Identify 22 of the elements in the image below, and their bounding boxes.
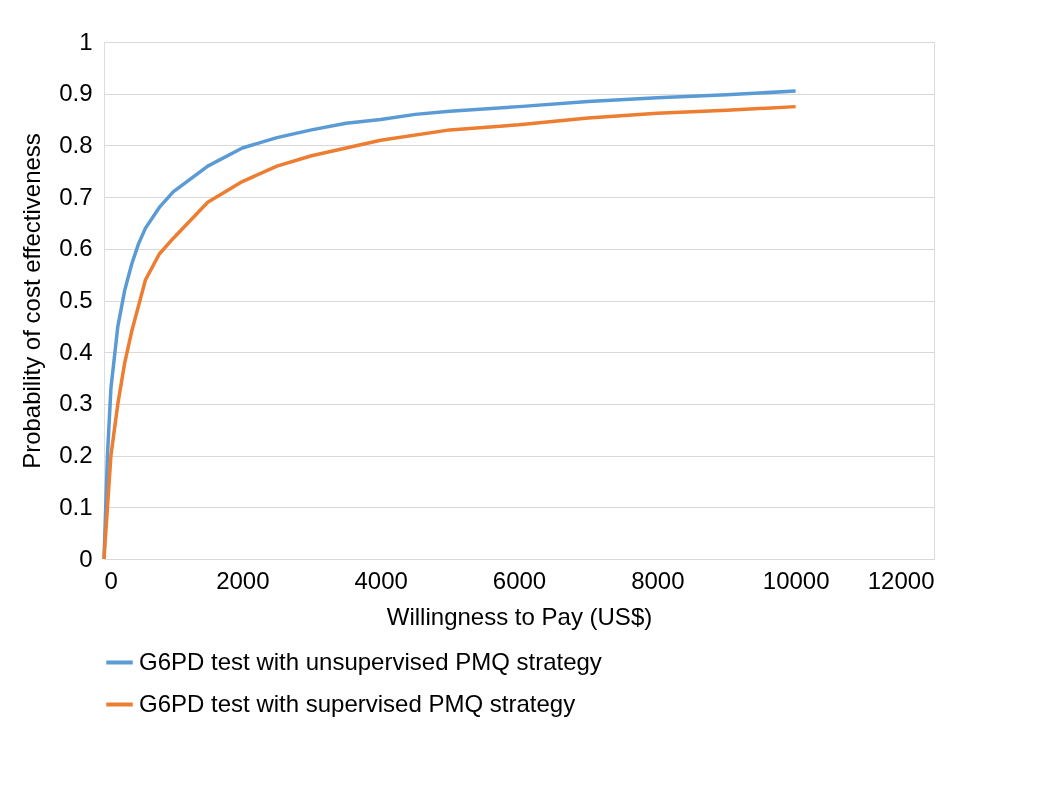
y-tick-label: 0.1 (59, 492, 93, 520)
y-tick-label: 0.7 (59, 182, 93, 210)
y-tick-label: 0 (79, 544, 93, 572)
x-tick-label: 4000 (354, 566, 408, 594)
x-tick-label: 10000 (762, 566, 830, 594)
y-tick-label: 1 (79, 27, 93, 55)
legend-label: G6PD test with supervised PMQ strategy (139, 689, 576, 717)
y-tick-label: 0.2 (59, 441, 93, 469)
y-tick-label: 0.4 (59, 337, 93, 365)
x-tick-label: 12000 (867, 566, 935, 594)
y-tick-label: 0.5 (59, 286, 93, 313)
legend-label: G6PD test with unsupervised PMQ strategy (139, 647, 602, 675)
y-tick-label: 0.3 (59, 389, 93, 417)
x-axis-title: Willingness to Pay (US$) (386, 602, 653, 630)
x-tick-label: 8000 (631, 566, 685, 594)
x-tick-label: 6000 (492, 566, 547, 594)
x-tick-label: 2000 (216, 566, 270, 594)
y-tick-label: 0.9 (59, 79, 93, 107)
y-tick-label: 0.6 (59, 234, 93, 262)
y-axis-title: Probability of cost effectiveness (18, 133, 46, 469)
x-tick-label: 0 (104, 566, 118, 594)
y-tick-label: 0.8 (59, 130, 93, 158)
